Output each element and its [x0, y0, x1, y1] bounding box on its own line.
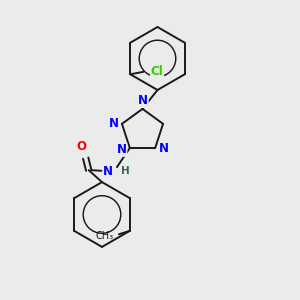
- Text: N: N: [138, 94, 148, 107]
- Text: H: H: [121, 167, 130, 176]
- Text: Cl: Cl: [151, 65, 164, 78]
- Text: CH₃: CH₃: [95, 231, 114, 241]
- Text: N: N: [109, 117, 119, 130]
- Text: N: N: [117, 143, 127, 156]
- Text: O: O: [76, 140, 86, 153]
- Text: N: N: [103, 165, 113, 178]
- Text: N: N: [159, 142, 169, 155]
